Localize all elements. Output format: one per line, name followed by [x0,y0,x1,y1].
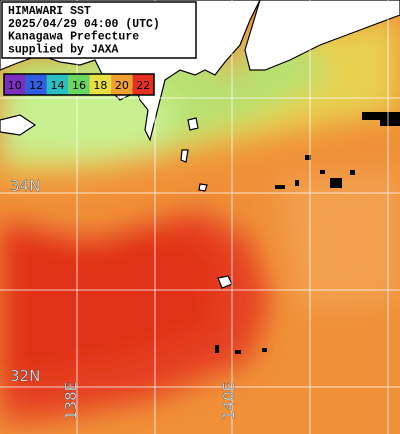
lon-label: 140E [220,382,238,420]
header-line: supplied by JAXA [8,43,119,56]
legend-tick-label: 10 [8,79,22,92]
lat-label: 32N [10,367,40,385]
legend-swatch [111,74,133,95]
header-line: 2025/04/29 04:00 (UTC) [8,18,160,31]
legend-tick-label: 14 [51,79,65,92]
legend-tick-label: 18 [93,79,107,92]
header-line: HIMAWARI SST [8,5,91,18]
legend-tick-label: 12 [29,79,43,92]
header-box [1,1,197,59]
legend-tick-label: 22 [136,79,150,92]
legend-swatch [4,74,26,95]
legend-swatch [89,74,112,95]
legend-swatch [25,74,47,95]
lat-label: 34N [10,177,40,195]
legend: 10 12 14 16 18 20 22 [3,73,155,96]
legend-swatch [132,74,154,95]
legend-swatch [68,74,90,95]
legend-swatch [46,74,69,95]
legend-tick-label: 20 [115,79,129,92]
lon-label: 138E [62,382,80,420]
header-line: Kanagawa Prefecture [8,31,139,44]
legend-tick-label: 16 [72,79,86,92]
cloud-mask [215,112,400,354]
legend-frame [3,73,155,96]
